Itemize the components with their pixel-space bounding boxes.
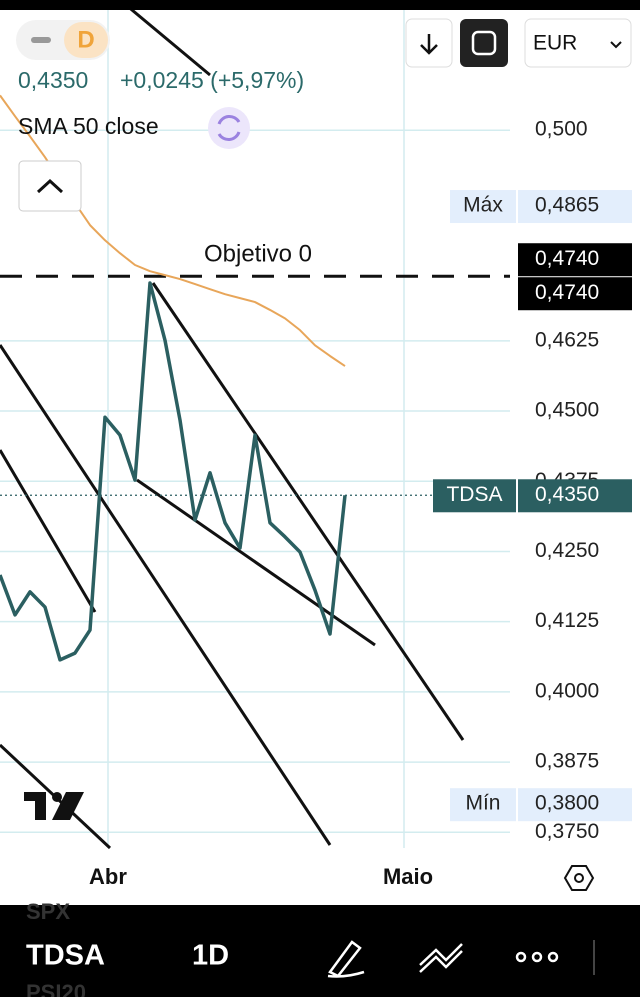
- price-label: 0,4740: [535, 281, 599, 304]
- price-tag: Mín: [465, 792, 500, 815]
- icon: [36, 178, 64, 194]
- trend-line: [0, 344, 332, 846]
- trend-line: [151, 282, 465, 741]
- y-tick-label: 0,4000: [535, 679, 599, 702]
- y-tick-label: 0,500: [535, 118, 588, 141]
- interval: D: [77, 26, 94, 53]
- plot: [0, 10, 510, 848]
- logo-part: [52, 792, 62, 802]
- price-label-box: [518, 243, 632, 277]
- price-label: 0,3800: [535, 792, 599, 815]
- symbol[interactable]: TDSA: [26, 940, 105, 972]
- x-tick-label: Maio: [383, 864, 433, 889]
- currency: EUR: [533, 32, 577, 55]
- watchlist-item: PSI20: [26, 980, 86, 997]
- icon: [217, 115, 241, 141]
- icon: [531, 951, 543, 963]
- icon: [547, 951, 559, 963]
- icon: [574, 873, 584, 883]
- price-tag-box: [450, 190, 516, 224]
- price-label-box: [518, 190, 632, 224]
- price-tag-box: [450, 788, 516, 822]
- change: +0,0245 (+5,97%): [120, 67, 304, 93]
- series-line: [0, 281, 347, 662]
- price-label: 0,4350: [535, 483, 599, 506]
- series: Objetivo 0: [0, 94, 510, 662]
- price-label-box: [518, 788, 632, 822]
- y-tick-label: 0,4125: [535, 609, 599, 632]
- trend-line: [119, 0, 211, 77]
- refresh-button[interactable]: [208, 107, 250, 149]
- interval-button[interactable]: 1D: [192, 940, 229, 972]
- y-tick-label: 0,4250: [535, 539, 599, 562]
- indicator-label: SMA 50 close: [18, 113, 159, 139]
- currency-select[interactable]: [524, 18, 632, 68]
- interval-badge: [64, 22, 108, 58]
- icon: [31, 37, 51, 43]
- status-bar: [0, 0, 640, 10]
- draw-button[interactable]: [327, 940, 365, 978]
- y-tick-label: 0,3750: [535, 820, 599, 843]
- logo-part: [35, 792, 46, 820]
- axis: 0,5000,46250,45000,43750,42500,41250,400…: [89, 118, 632, 889]
- bottom-bar: [0, 905, 640, 997]
- indicators-button[interactable]: [419, 943, 463, 973]
- price-tag: TDSA: [446, 483, 502, 506]
- price-label: 0,4865: [535, 194, 599, 217]
- price-label: 0,4740: [535, 247, 599, 270]
- icon: [610, 41, 622, 49]
- more-button[interactable]: [515, 951, 559, 963]
- watchlist-item: SPX: [26, 899, 70, 924]
- y-tick-label: 0,4500: [535, 399, 599, 422]
- price: 0,4350: [18, 67, 88, 93]
- price-label-box: [518, 479, 632, 513]
- icon: [515, 951, 527, 963]
- trend-line: [0, 449, 97, 613]
- settings-button[interactable]: [563, 865, 595, 891]
- price-tag-box: [433, 479, 516, 513]
- x-tick-label: Abr: [89, 864, 127, 889]
- logo-part: [52, 792, 84, 820]
- y-tick-label: 0,3875: [535, 750, 599, 773]
- trend-line: [136, 478, 376, 647]
- price-tag: Máx: [463, 194, 503, 217]
- y-tick-label: 0,4625: [535, 328, 599, 351]
- collapse-button[interactable]: [18, 160, 82, 212]
- icon: [420, 34, 438, 55]
- logo: [24, 792, 84, 820]
- annotation: Objetivo 0: [204, 241, 312, 268]
- price-label-box: [518, 277, 632, 311]
- fullscreen-button[interactable]: [460, 19, 508, 67]
- icon: [471, 30, 497, 56]
